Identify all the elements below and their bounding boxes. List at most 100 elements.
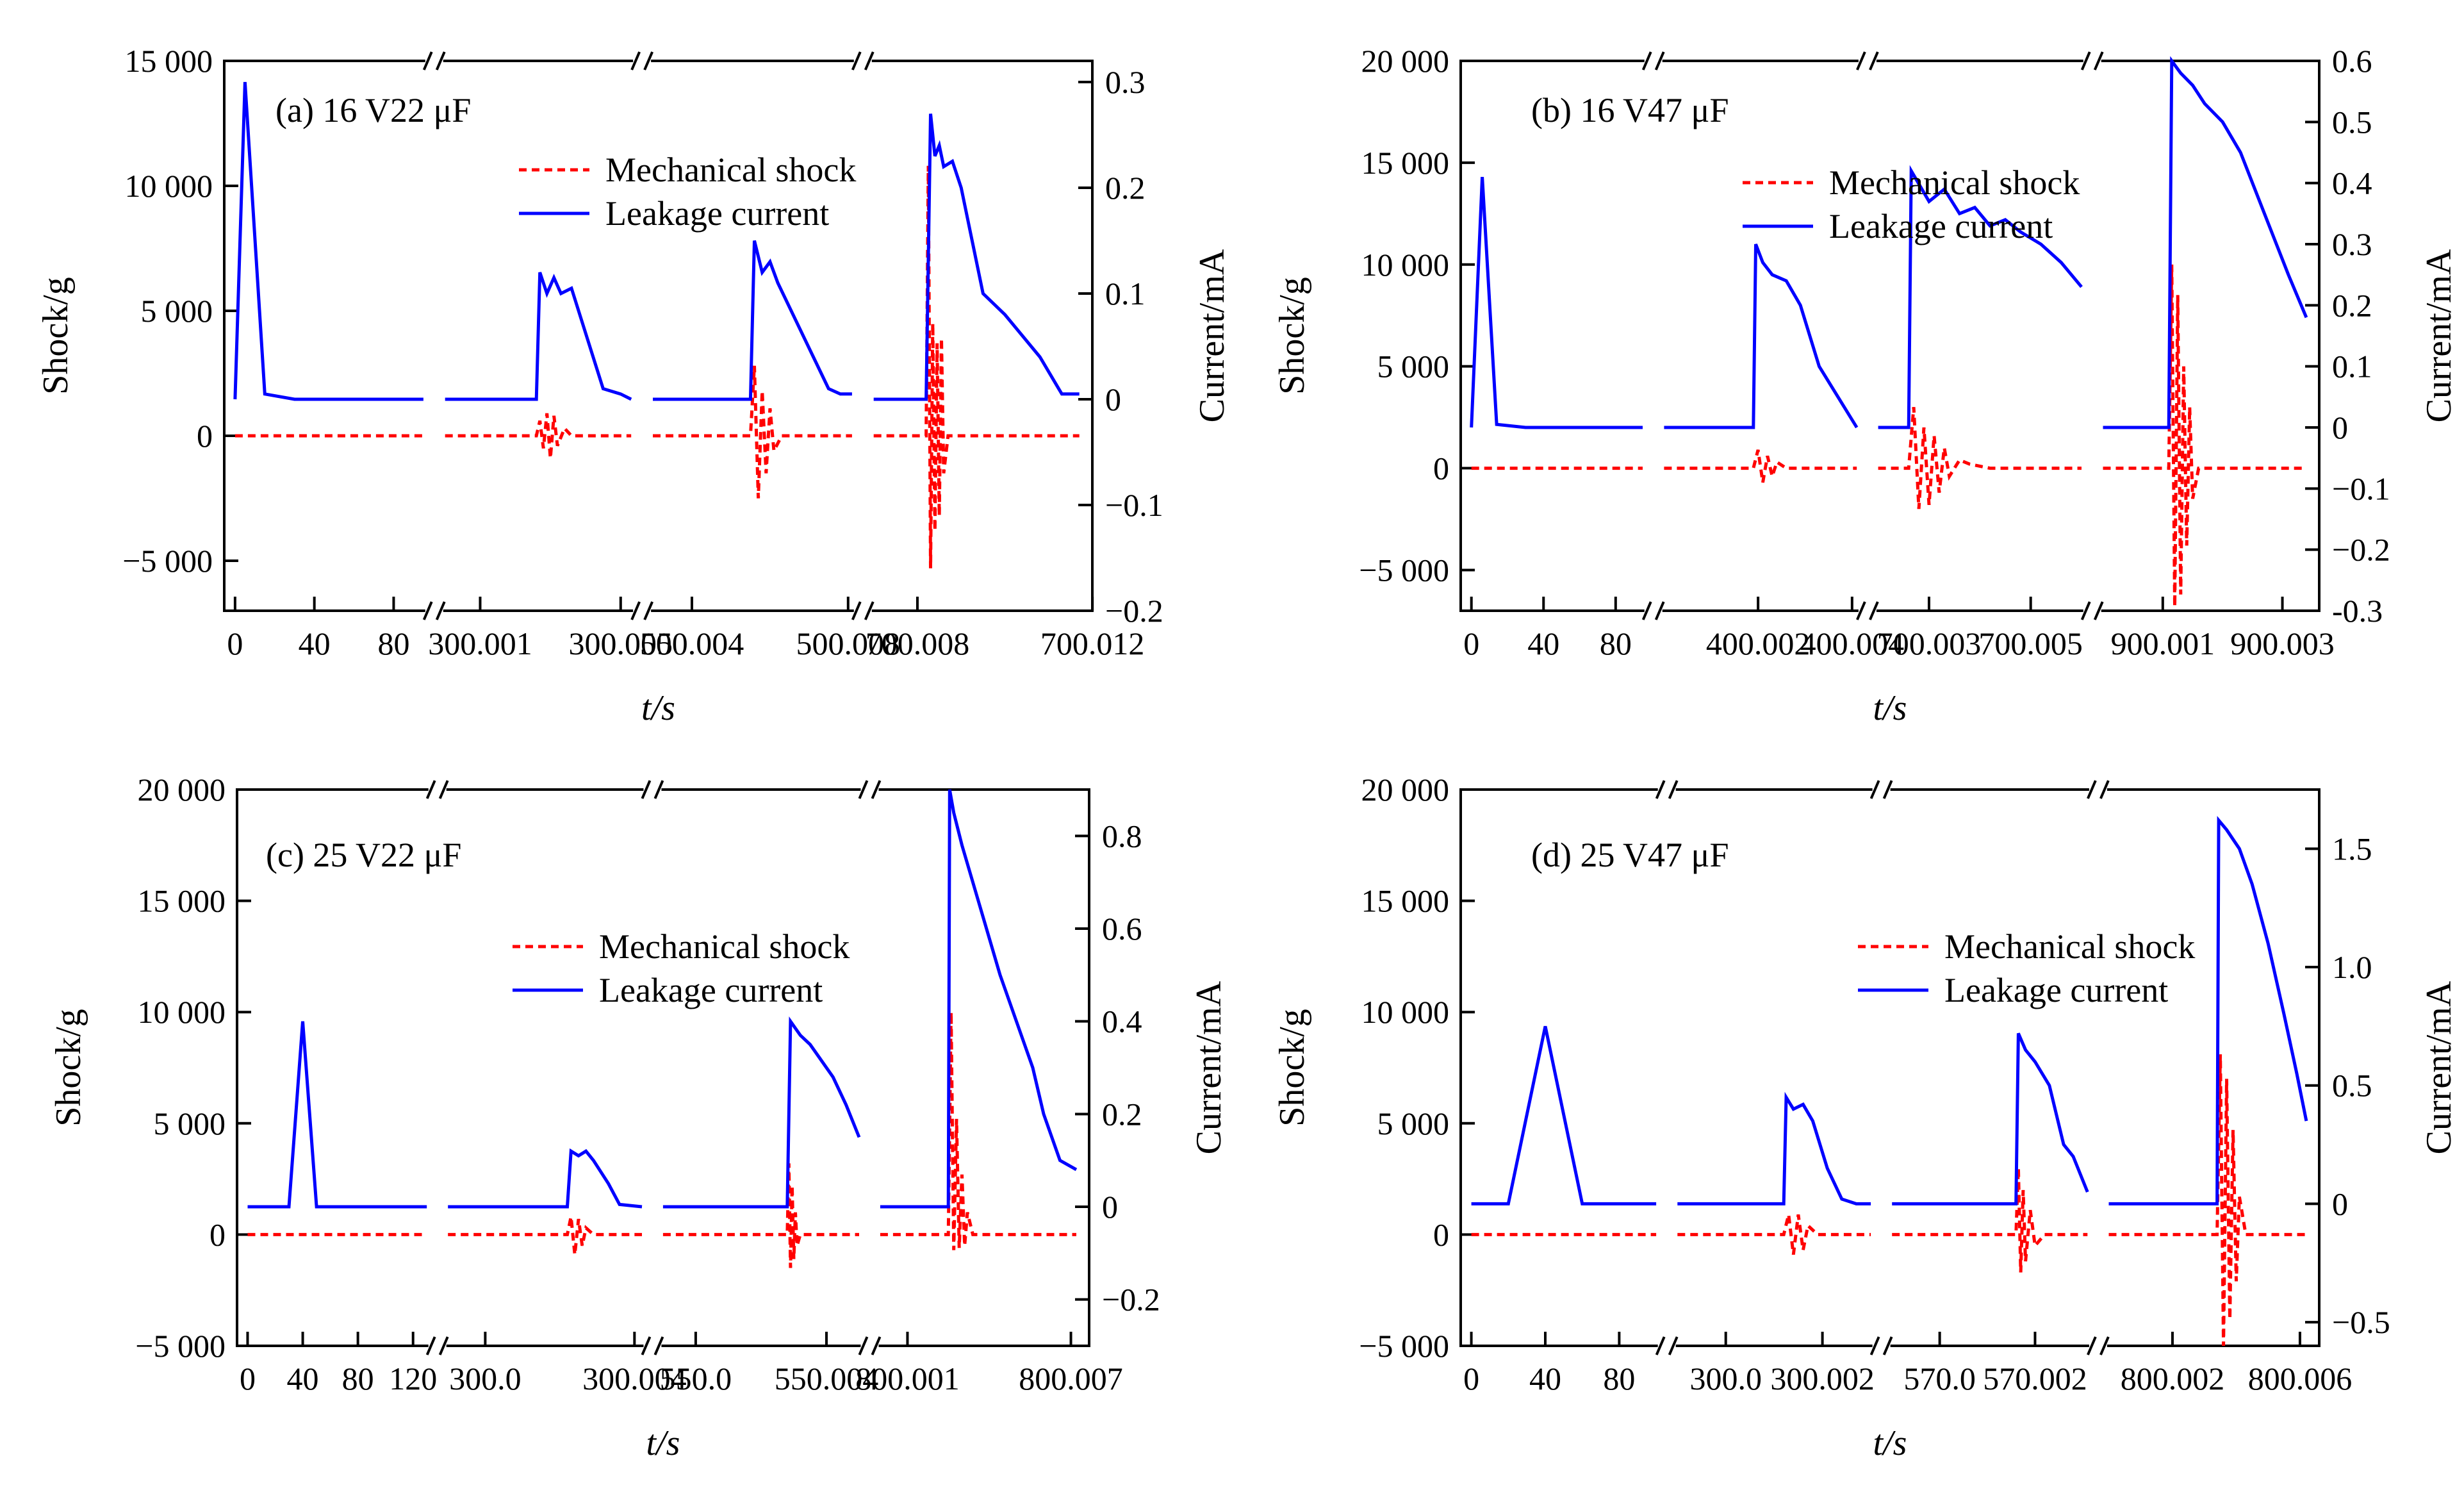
shock-series-line [1878,406,2082,509]
y-tick-label: −5 000 [1359,552,1449,588]
axis-break-mark [1856,601,1866,620]
x-tick-label: 300.001 [428,625,532,661]
panel-label: (d) 25 V47 μF [1531,836,1729,874]
shock-series-line [662,1163,859,1268]
y-tick-label: 0 [1433,1216,1449,1252]
x-tick-label: 800.002 [2121,1361,2225,1396]
panel-a: 15 000 10 000 5 000 0 −5 000 0.3 0.2 0.1 0 −0.1 −0… [36,43,1232,728]
axis-break-mark [2099,780,2110,799]
x-tick-label: 700.008 [866,625,970,661]
legend-current-label: Leakage current [1944,971,2168,1009]
legend-current-label: Leakage current [1829,207,2053,245]
current-series-line [653,240,852,401]
panel-label: (b) 16 V47 μF [1531,91,1729,129]
axis-break-mark [425,1336,436,1355]
y2-tick-label: 0.1 [1105,276,1146,311]
axis-break-mark [425,780,436,799]
x-tick-label: 900.001 [2111,625,2215,661]
y2-axis-title: Current/mA [1192,249,1232,422]
axis-break-mark [871,780,882,799]
shock-series-line [873,165,1080,568]
axis-break-mark [435,51,446,70]
x-tick-label: 0 [1463,1361,1479,1396]
axis-break-mark [1641,51,1652,70]
axis-break-mark [2093,51,2104,70]
y-tick-label: 15 000 [1361,883,1450,919]
y-tick-label: 0 [197,418,213,454]
x-tick-label: 80 [342,1361,374,1396]
y2-axis-title: Current/mA [2419,249,2459,422]
x-tick-label: 570.0 [1903,1361,1976,1396]
y2-tick-label: −0.2 [1102,1282,1160,1318]
axis-break-mark [422,51,433,70]
current-series-line [1471,1025,1657,1205]
y-axis-title: Shock/g [49,1009,88,1127]
x-tick-label: 300.005 [569,625,673,661]
x-tick-label: 800.001 [855,1361,960,1396]
axis-break-mark [864,601,875,620]
legend-shock-label: Mechanical shock [599,927,850,966]
y-tick-label: 0 [1433,451,1449,486]
axis-break-mark [1668,780,1679,799]
panel-b: 20 000 15 000 10 000 5 000 0 −5 000 0.6 0.5 0.4 0… [1272,43,2459,728]
y2-tick-label: 0.5 [2332,104,2372,140]
y-tick-label: 10 000 [125,168,213,204]
current-series-line [1470,176,1643,429]
shock-series-line [2108,1054,2306,1346]
axis-break-mark [438,1336,449,1355]
axis-break-mark [1869,1336,1880,1355]
plot-frame [1459,60,2320,612]
x-tick-label: 800.007 [1019,1361,1123,1396]
x-tick-label: 400.004 [1800,625,1905,661]
x-tick-label: 80 [1603,1361,1635,1396]
x-tick-label: 300.002 [1770,1361,1875,1396]
y2-tick-label: -0.3 [2332,593,2383,629]
legend-shock-label: Mechanical shock [605,151,856,189]
axis-break-mark [438,780,449,799]
y-tick-label: 0 [209,1216,226,1252]
legend-current-label: Leakage current [605,194,829,233]
axis-break-mark [2087,780,2097,799]
current-series-line [2103,56,2308,429]
x-tick-label: 80 [377,625,409,661]
x-axis-title: t/s [646,1423,680,1463]
axis-break-mark [2087,1336,2097,1355]
y2-tick-label: 1.5 [2332,831,2372,866]
y-tick-label: 15 000 [1361,145,1450,181]
axis-break-mark [1882,1336,1893,1355]
current-series-line [247,1021,427,1209]
y-tick-label: −5 000 [1359,1328,1449,1364]
x-tick-label: 300.0 [1689,1361,1762,1396]
x-tick-label: 300.0 [449,1361,522,1396]
y-tick-label: 5 000 [1377,1106,1450,1141]
y2-tick-label: 0.3 [1105,64,1146,100]
y-tick-label: −5 000 [135,1328,226,1364]
x-axis-title: t/s [641,688,675,728]
axis-break-mark [1869,601,1879,620]
y2-tick-label: 0.4 [2332,165,2372,201]
y-axis-title: Shock/g [1272,1009,1312,1127]
x-axis-title: t/s [1873,688,1907,728]
axis-break-mark [1856,51,1866,70]
y-tick-label: 10 000 [1361,247,1450,283]
y-tick-label: 5 000 [154,1106,226,1141]
axis-break-mark [630,51,641,70]
y2-tick-label: 0.6 [2332,43,2372,79]
x-tick-label: 700.003 [1877,625,1982,661]
current-series-line [233,81,423,401]
x-tick-label: 0 [1463,625,1479,661]
x-tick-label: 40 [1527,625,1559,661]
x-tick-label: 570.002 [1983,1361,2087,1396]
axis-break-mark [1641,601,1652,620]
current-series-line [1892,1032,2089,1205]
current-series-line [445,272,632,401]
legend-current-label: Leakage current [599,971,823,1009]
y2-tick-label: 0 [1105,381,1121,417]
axis-break-mark [864,51,875,70]
axis-break-mark [1654,601,1665,620]
axis-break-mark [851,51,862,70]
y2-tick-label: 0 [1102,1189,1118,1225]
shock-series-line [448,1216,642,1255]
y-tick-label: 10 000 [1361,994,1450,1030]
axis-break-mark [2080,601,2091,620]
